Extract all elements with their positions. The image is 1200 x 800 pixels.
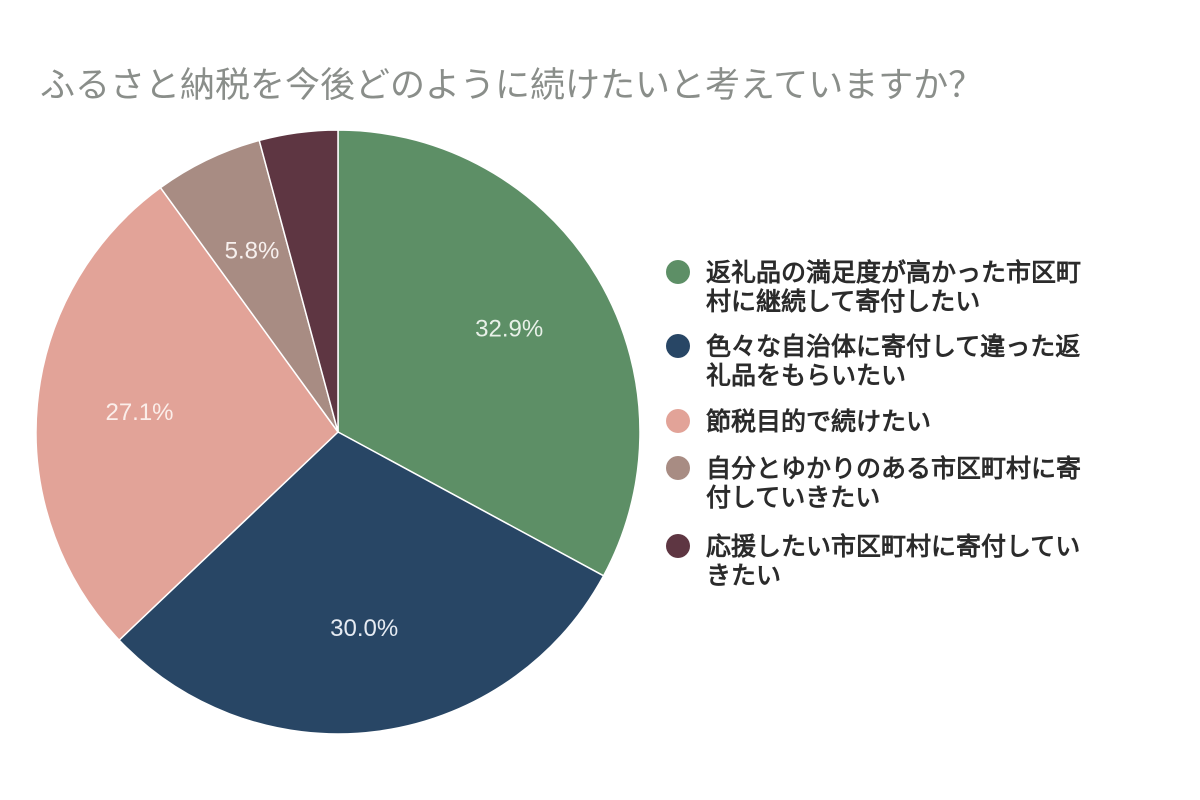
- slice-value-label-1: 32.9%: [475, 315, 543, 342]
- legend-label-line: 返礼品の満足度が高かった市区町: [706, 258, 1081, 287]
- legend-label-line: 付していきたい: [706, 483, 880, 512]
- pie-slice-labels: 32.9% 30.0% 27.1% 5.8%: [105, 238, 543, 642]
- pie-slice-3: [35, 186, 339, 642]
- chart-title: ふるさと納税を今後どのように続けたいと考えていますか？: [40, 66, 983, 106]
- pie-slice-2: [118, 431, 605, 735]
- slice-value-label-4: 5.8%: [225, 238, 280, 265]
- legend-swatch: [666, 409, 690, 433]
- pie-slices: [35, 129, 641, 735]
- legend-label-line: 自分とゆかりのある市区町村に寄: [706, 454, 1081, 483]
- legend-swatch: [666, 260, 690, 284]
- slice-value-label-2: 30.0%: [330, 615, 398, 642]
- chart-legend: 返礼品の満足度が高かった市区町村に継続して寄付したい色々な自治体に寄付して違った…: [666, 258, 1081, 590]
- legend-swatch: [666, 534, 690, 558]
- legend-swatch: [666, 456, 690, 480]
- slice-value-label-3: 27.1%: [105, 399, 173, 426]
- legend-label-line: 村に継続して寄付したい: [706, 287, 980, 316]
- legend-item-3: 節税目的で続けたい: [666, 407, 931, 436]
- legend-label-line: きたい: [706, 561, 781, 590]
- legend-label-line: 応援したい市区町村に寄付してい: [706, 532, 1080, 561]
- legend-label-line: 礼品をもらいたい: [706, 361, 906, 390]
- legend-swatch: [666, 334, 690, 358]
- legend-label-line: 色々な自治体に寄付して違った返: [706, 332, 1080, 361]
- pie-slice-5: [258, 129, 339, 433]
- legend-label-line: 節税目的で続けたい: [706, 407, 931, 436]
- pie-slice-1: [337, 129, 641, 577]
